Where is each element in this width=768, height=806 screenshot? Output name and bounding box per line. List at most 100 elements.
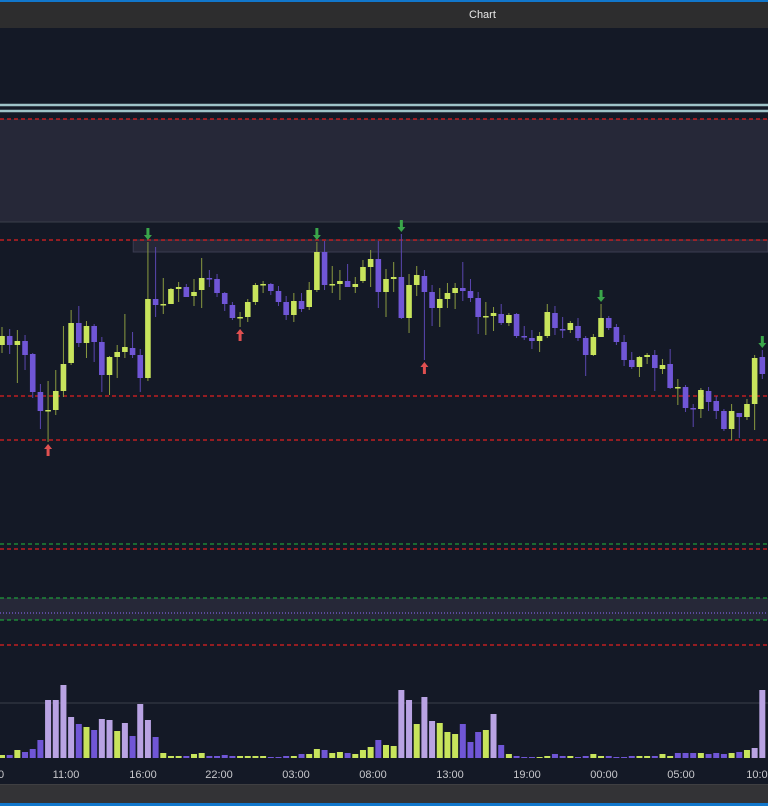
- scrollbar-area[interactable]: [0, 784, 768, 804]
- candle: [122, 314, 128, 358]
- volume-bar: [6, 755, 13, 758]
- volume-bar: [513, 756, 520, 758]
- time-tick-label: 10:00: [746, 769, 768, 781]
- candle-body: [237, 317, 243, 319]
- candle: [475, 292, 481, 334]
- candle-body: [513, 314, 520, 336]
- volume-bar: [29, 749, 36, 758]
- candle: [452, 283, 458, 309]
- candle: [513, 313, 520, 338]
- time-tick-label: 03:00: [282, 769, 310, 781]
- volume-bar: [720, 754, 727, 758]
- candle: [352, 277, 359, 293]
- signals: [44, 220, 767, 456]
- candle-body: [636, 357, 643, 367]
- candle-body: [344, 281, 351, 287]
- candle: [244, 299, 251, 322]
- arrow-up-icon: [420, 362, 429, 374]
- candle-body: [698, 390, 704, 409]
- volume-bar: [267, 757, 274, 758]
- candle: [337, 270, 343, 300]
- candle-body: [705, 391, 712, 402]
- volume-bar: [129, 736, 136, 758]
- candle-body: [406, 285, 412, 318]
- candle: [291, 293, 297, 322]
- volume-bar: [121, 723, 128, 758]
- candle-body: [613, 327, 620, 342]
- candle-body: [644, 355, 650, 357]
- candle: [367, 250, 374, 287]
- volume-bar: [413, 724, 420, 758]
- candle: [421, 270, 428, 360]
- volume-bar: [137, 704, 144, 758]
- candle: [237, 312, 243, 327]
- candle: [91, 324, 97, 362]
- volume-bar: [359, 750, 366, 758]
- candle-body: [329, 284, 336, 286]
- volume-bar: [367, 747, 374, 758]
- volume-bar: [83, 727, 90, 758]
- zone-1: [132, 239, 768, 253]
- candle: [544, 304, 551, 338]
- candle: [413, 266, 420, 296]
- candle: [721, 409, 727, 431]
- volume-bar: [114, 731, 121, 758]
- candle-body: [175, 287, 182, 289]
- candle: [483, 302, 489, 335]
- candle-body: [45, 410, 51, 412]
- candle: [191, 279, 197, 306]
- volume-bar: [214, 756, 221, 758]
- candle-body: [60, 364, 67, 391]
- volume-bar: [298, 754, 305, 758]
- candle: [705, 387, 712, 411]
- candle: [536, 332, 543, 352]
- candle-body: [360, 267, 366, 281]
- time-tick-label: 22:00: [205, 769, 233, 781]
- candle-body: [283, 302, 289, 315]
- candle-body: [682, 387, 689, 408]
- volume-bar: [559, 756, 566, 758]
- candle-body: [713, 401, 720, 411]
- volume-bar: [621, 757, 628, 758]
- candle-body: [744, 404, 750, 417]
- volume-bar: [475, 732, 482, 758]
- time-tick-label: 08:00: [359, 769, 387, 781]
- candle-body: [268, 284, 274, 291]
- candle: [436, 288, 443, 327]
- candle-body: [168, 289, 174, 304]
- volume-bar: [390, 746, 397, 758]
- volume-bar: [636, 756, 643, 758]
- arrow-down-icon: [312, 228, 321, 240]
- time-tick-label: 19:00: [513, 769, 541, 781]
- candle-body: [260, 284, 266, 286]
- candle: [613, 324, 620, 345]
- candle-body: [337, 281, 343, 284]
- candle: [728, 404, 735, 440]
- candle: [298, 293, 305, 312]
- time-axis: 0 11:00 16:00 22:00 03:00 08:00 13:00 19:00 00:0…: [0, 769, 768, 781]
- candle: [498, 304, 504, 325]
- zone-2: [0, 598, 768, 620]
- volume-bar: [144, 720, 151, 758]
- volume-bar: [444, 732, 451, 758]
- volume-bar: [490, 714, 497, 758]
- volume-bar: [244, 756, 251, 758]
- volume-bar: [198, 753, 205, 758]
- candle: [306, 282, 312, 310]
- title-bar[interactable]: Chart: [0, 2, 768, 28]
- volume-bar: [306, 754, 313, 758]
- volume-bar: [52, 700, 59, 758]
- candle: [598, 304, 604, 337]
- candle: [751, 355, 758, 430]
- candle: [444, 283, 451, 308]
- candle-body: [183, 287, 190, 297]
- candle: [406, 274, 412, 333]
- volume-bar: [590, 754, 597, 758]
- candle: [736, 413, 743, 438]
- candle: [644, 353, 650, 364]
- candle: [22, 335, 28, 370]
- window-title: Chart: [469, 9, 496, 21]
- candle: [744, 399, 750, 420]
- volume-bar: [260, 756, 267, 758]
